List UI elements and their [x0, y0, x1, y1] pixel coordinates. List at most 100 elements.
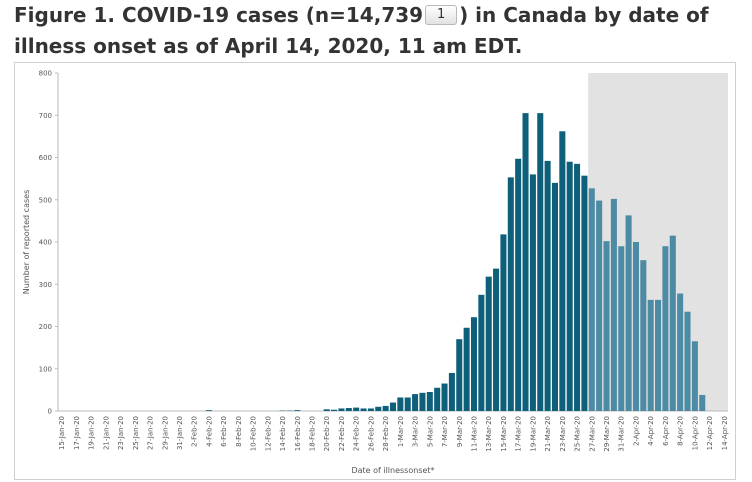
x-tick-label: 25-Jan-20 — [132, 416, 140, 450]
x-tick-label: 25-Mar-20 — [574, 416, 582, 452]
bar — [360, 408, 367, 411]
x-tick-label: 11-Mar-20 — [470, 416, 478, 452]
bar — [699, 394, 706, 411]
x-tick-label: 15-Jan-20 — [58, 416, 66, 450]
bar — [470, 317, 478, 411]
bar — [434, 387, 441, 411]
bar — [551, 182, 558, 411]
y-axis-title: Number of reported cases — [22, 190, 31, 294]
bar — [294, 410, 301, 411]
bar — [544, 160, 551, 411]
y-tick-label: 200 — [39, 323, 52, 331]
bar — [412, 394, 419, 411]
bar — [566, 161, 573, 411]
x-tick-label: 23-Jan-20 — [117, 416, 125, 450]
bar — [618, 246, 625, 411]
bar — [522, 113, 529, 411]
bar — [419, 392, 426, 411]
x-tick-label: 28-Feb-20 — [382, 416, 390, 451]
bar — [345, 408, 352, 411]
x-tick-label: 31-Mar-20 — [618, 416, 626, 452]
bar — [448, 372, 455, 411]
bar — [338, 408, 345, 411]
bar — [647, 299, 654, 411]
y-tick-label: 600 — [39, 154, 52, 162]
x-tick-label: 2-Apr-20 — [632, 416, 640, 446]
x-tick-label: 17-Jan-20 — [73, 416, 81, 450]
x-tick-label: 26-Feb-20 — [367, 416, 375, 451]
bar — [353, 407, 360, 411]
bar — [640, 260, 647, 411]
x-tick-label: 23-Mar-20 — [559, 416, 567, 452]
bar — [655, 299, 662, 411]
bar — [603, 241, 610, 411]
x-tick-label: 6-Feb-20 — [220, 416, 228, 447]
bar — [500, 234, 507, 411]
y-tick-label: 700 — [39, 112, 52, 120]
x-tick-label: 13-Mar-20 — [485, 416, 493, 452]
x-tick-label: 19-Jan-20 — [88, 416, 96, 450]
y-tick-label: 500 — [39, 196, 52, 204]
x-tick-label: 14-Apr-20 — [721, 416, 729, 450]
x-tick-label: 1-Mar-20 — [397, 416, 405, 447]
x-tick-label: 21-Jan-20 — [102, 416, 110, 450]
chart-frame — [14, 62, 736, 480]
x-tick-label: 3-Mar-20 — [412, 416, 420, 447]
x-tick-label: 2-Feb-20 — [191, 416, 199, 447]
bar — [493, 268, 500, 411]
bar — [691, 341, 698, 411]
bar — [581, 175, 588, 411]
bar — [397, 397, 404, 411]
bar — [456, 339, 463, 411]
bar — [515, 158, 522, 411]
bar — [205, 410, 212, 411]
footnote-button[interactable]: 1 — [425, 5, 458, 25]
bar — [463, 327, 470, 411]
x-tick-label: 24-Feb-20 — [353, 416, 361, 451]
x-tick-label: 27-Jan-20 — [147, 416, 155, 450]
bar — [389, 402, 397, 411]
x-tick-label: 8-Feb-20 — [235, 416, 243, 447]
bar — [684, 311, 691, 411]
figure-title-end: ) in Canada by date of illness onset as … — [14, 3, 709, 58]
y-tick-label: 300 — [39, 281, 52, 289]
x-tick-label: 7-Mar-20 — [441, 416, 449, 447]
bar — [610, 198, 617, 411]
bar — [441, 383, 448, 411]
bar — [367, 408, 374, 411]
x-tick-label: 10-Apr-20 — [691, 416, 699, 450]
x-tick-label: 15-Mar-20 — [500, 416, 508, 452]
x-tick-label: 9-Mar-20 — [456, 416, 464, 447]
y-tick-label: 400 — [39, 239, 52, 247]
y-tick-label: 100 — [39, 365, 52, 373]
x-tick-label: 10-Feb-20 — [250, 416, 258, 451]
bar — [331, 409, 338, 411]
x-tick-label: 6-Apr-20 — [662, 416, 670, 446]
x-tick-label: 4-Feb-20 — [205, 416, 213, 447]
y-tick-label: 800 — [39, 70, 52, 78]
bar — [478, 294, 485, 411]
x-tick-label: 19-Mar-20 — [529, 416, 537, 452]
bar — [625, 215, 632, 411]
figure-title-start: Figure 1. COVID-19 cases (n=14,739 — [14, 3, 424, 27]
x-tick-label: 29-Mar-20 — [603, 416, 611, 452]
bar — [485, 276, 492, 411]
x-tick-label: 21-Mar-20 — [544, 416, 552, 452]
figure-title: Figure 1. COVID-19 cases (n=14,739 1) in … — [14, 0, 744, 62]
x-tick-label: 4-Apr-20 — [647, 416, 655, 446]
bar — [537, 113, 544, 411]
x-axis-title: Date of illnessonset* — [351, 466, 434, 475]
x-tick-label: 22-Feb-20 — [338, 416, 346, 451]
x-tick-label: 8-Apr-20 — [677, 416, 685, 446]
bar — [426, 391, 433, 411]
y-tick-label: 0 — [48, 408, 52, 416]
x-tick-label: 14-Feb-20 — [279, 416, 287, 451]
bar — [559, 131, 566, 411]
x-tick-label: 12-Apr-20 — [706, 416, 714, 450]
bar — [382, 405, 389, 411]
x-tick-label: 17-Mar-20 — [515, 416, 523, 452]
bar — [662, 246, 669, 411]
x-tick-label: 12-Feb-20 — [264, 416, 272, 451]
bar — [588, 188, 595, 411]
